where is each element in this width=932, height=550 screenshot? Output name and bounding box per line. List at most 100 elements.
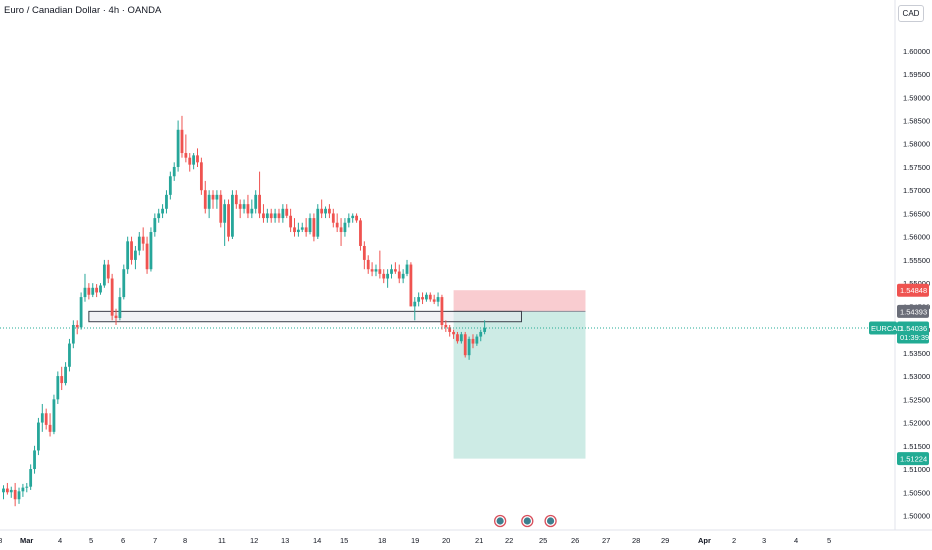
candle-body [149,232,153,270]
candle-body [192,155,196,165]
y-tick-label: 1.56000 [903,233,930,242]
candle [29,464,33,490]
candle [172,162,176,181]
candle-body [448,327,452,332]
candle-body [436,297,440,302]
candle [91,283,95,298]
candle [428,292,432,302]
candle [68,338,71,372]
x-tick-label: 14 [313,536,321,545]
event-dot [496,517,504,525]
x-tick-label: 3 [762,536,766,545]
symbol-tag-text: EURCAD [871,324,903,333]
candle-body [463,334,467,356]
price-axis: 1.60000 1.59500 1.59000 1.58500 1.58000 1.575… [903,47,930,521]
candle-body [21,487,25,492]
candle [134,245,137,270]
candle-body [137,236,141,251]
candle-body [161,208,164,214]
candle-body [37,422,40,451]
candle-body [339,227,343,233]
candle-body [242,204,246,209]
chart-title: Euro / Canadian Dollar · 4h · OANDA [4,5,162,16]
candle [479,329,483,342]
candle-body [324,208,327,214]
candle-body [300,227,304,230]
candle-body [432,299,436,302]
grid [0,0,932,531]
x-tick-label: 21 [475,536,483,545]
x-tick-label: 6 [121,536,125,545]
candle [386,269,390,288]
candle-body [2,488,5,493]
entry-price-tag: 1.54393 [897,304,929,318]
candle [250,199,254,219]
candle [137,232,141,256]
y-tick-label: 1.53000 [903,372,930,381]
entry-price-tag-text: 1.54393 [900,307,927,316]
candle [289,208,293,233]
candle [425,292,428,302]
candle [475,334,479,346]
candle [21,483,25,497]
candle-body [413,301,417,307]
candle-body [176,129,180,167]
candle-body [293,227,296,233]
candle-body [60,376,64,384]
candle-body [172,166,176,177]
candle [44,408,48,430]
candle-body [29,469,33,487]
candle [95,284,99,298]
candle [25,482,29,493]
candle [304,218,308,237]
candle [343,218,347,237]
candle-body [269,213,273,219]
candle-body [370,269,374,272]
candle-body [203,190,207,209]
overlays [0,327,895,528]
candle [421,292,424,305]
y-tick-label: 1.60000 [903,47,930,56]
candle [168,171,172,200]
candle [285,204,289,219]
y-tick-label: 1.52500 [903,395,930,404]
candle-body [165,194,168,209]
candle-body [312,218,316,237]
candle-body [285,208,289,216]
y-tick-label: 1.50000 [903,512,930,521]
candle [432,294,436,305]
candle [145,236,149,274]
candle-body [130,241,133,260]
x-tick-label: 25 [539,536,547,545]
candle [390,264,393,279]
candle [196,148,199,167]
candle [242,199,246,214]
candle-body [343,222,347,233]
candle-body [444,324,448,328]
candle [64,362,67,386]
candle-body [99,285,102,293]
candle [378,250,382,279]
candle [87,283,91,300]
candle [122,264,126,300]
currency-selector[interactable]: CAD [898,5,924,22]
x-tick-label: 22 [505,536,513,545]
candle-body [425,294,428,300]
candle-body [328,208,331,214]
candle-body [250,208,254,214]
candle [448,324,452,337]
candle-body [215,194,219,200]
candle-body [56,376,60,400]
candle-body [378,269,382,274]
candle [355,213,358,223]
x-tick-label: 20 [442,536,450,545]
x-tick-label: 5 [89,536,93,545]
candle-body [374,269,378,272]
candle-body [110,278,114,316]
candle-body [68,343,71,367]
candle-body [254,194,258,209]
candle [258,171,261,219]
candle [471,334,475,349]
